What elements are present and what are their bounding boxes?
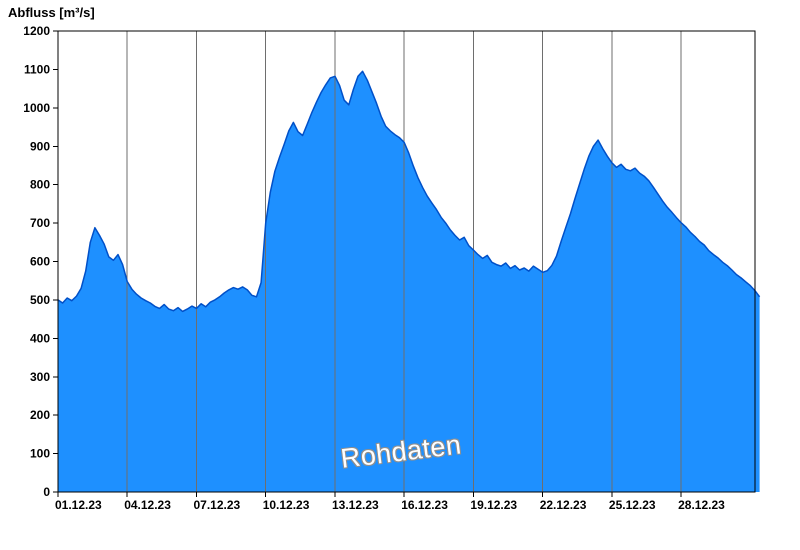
discharge-line (57, 70, 761, 313)
x-axis-tick-label: 13.12.23 (332, 498, 379, 512)
y-axis-tick-label: 600 (30, 255, 50, 269)
y-axis-tick-label: 1200 (23, 24, 50, 38)
y-axis-tick-label: 500 (30, 293, 50, 307)
x-axis-tick-label: 16.12.23 (401, 498, 448, 512)
y-axis-tick-label: 200 (30, 408, 50, 422)
x-axis-tick-label: 19.12.23 (470, 498, 517, 512)
y-axis-tick-label: 0 (43, 485, 50, 499)
y-axis-tick-label: 400 (30, 331, 50, 345)
x-axis-tick-label: 25.12.23 (609, 498, 656, 512)
x-axis-tick-label: 04.12.23 (124, 498, 171, 512)
chart-title: Abfluss [m³/s] (8, 5, 95, 20)
y-axis-tick-label: 900 (30, 139, 50, 153)
y-axis-tick-label: 800 (30, 178, 50, 192)
y-axis-tick-label: 1100 (24, 62, 50, 76)
x-axis-tick-label: 10.12.23 (263, 498, 310, 512)
y-axis-tick-label: 1000 (23, 101, 50, 115)
y-axis-tick-label: 100 (30, 447, 50, 461)
y-axis-tick-label: 300 (30, 370, 50, 384)
x-axis-tick-label: 01.12.23 (55, 498, 102, 512)
y-axis-tick-label: 700 (30, 216, 50, 230)
x-axis-tick-label: 22.12.23 (540, 498, 587, 512)
x-axis-tick-label: 07.12.23 (194, 498, 241, 512)
x-axis-tick-label: 28.12.23 (678, 498, 725, 512)
discharge-area (58, 71, 760, 493)
